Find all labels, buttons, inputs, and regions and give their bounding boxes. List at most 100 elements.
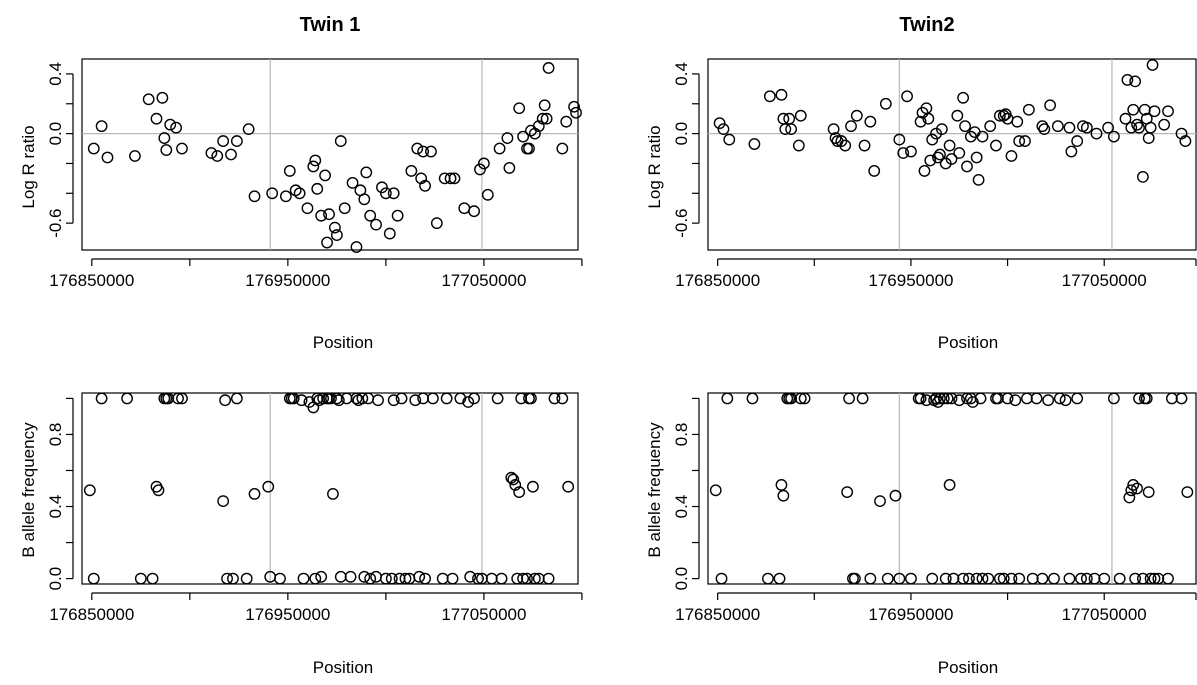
data-point — [879, 97, 892, 110]
data-point — [164, 118, 177, 131]
x-tick-label: 176850000 — [675, 271, 760, 290]
data-point — [905, 572, 917, 585]
data-point — [984, 120, 997, 133]
y-tick-label: 0.8 — [672, 423, 691, 447]
data-point — [172, 392, 184, 405]
data-point — [436, 572, 449, 585]
data-point — [762, 572, 774, 585]
data-point — [1080, 572, 1093, 585]
data-point — [458, 202, 471, 215]
data-point — [150, 112, 163, 125]
y-tick-label: -0.6 — [46, 208, 65, 237]
data-point — [527, 480, 539, 493]
data-point — [721, 392, 734, 405]
data-point — [334, 135, 347, 147]
data-point — [274, 572, 286, 585]
data-point — [454, 392, 467, 405]
data-point — [1021, 392, 1033, 405]
x-tick-label: 176950000 — [245, 605, 330, 624]
plot-frame — [707, 392, 1197, 585]
data-point — [309, 154, 322, 167]
data-point — [922, 112, 935, 125]
data-point — [709, 484, 722, 497]
data-point — [485, 572, 498, 585]
data-point — [528, 572, 541, 585]
x-tick-label: 177050000 — [1062, 271, 1147, 290]
data-point — [542, 572, 555, 585]
data-point — [262, 480, 275, 493]
data-point — [334, 570, 347, 583]
data-point — [794, 392, 807, 405]
data-point — [1165, 392, 1178, 405]
data-point — [1022, 103, 1035, 116]
data-point — [556, 142, 569, 155]
data-point — [417, 145, 430, 158]
data-point — [464, 570, 477, 583]
data-point — [293, 187, 306, 200]
data-point — [1036, 120, 1049, 133]
data-point — [1053, 392, 1066, 405]
data-point — [364, 572, 377, 585]
data-point — [327, 488, 339, 500]
data-point — [957, 91, 970, 104]
y-tick-label: 0.0 — [46, 122, 65, 146]
data-point — [419, 179, 431, 192]
data-point — [379, 187, 392, 200]
data-point — [1158, 118, 1171, 131]
data-point — [1127, 478, 1140, 491]
data-point — [1044, 99, 1057, 112]
data-point — [338, 202, 351, 215]
y-tick-label: 0.4 — [672, 62, 691, 86]
panel-twin1-log-r-ratio: Twin 1 Position Log R ratio 176850000 176… — [19, 14, 583, 352]
data-point — [399, 572, 412, 585]
data-point — [1131, 482, 1143, 495]
data-point — [329, 221, 341, 234]
data-point — [370, 570, 382, 583]
y-tick-label: 0.0 — [672, 122, 691, 146]
data-point — [1123, 491, 1136, 504]
data-point — [538, 99, 551, 112]
data-point — [570, 106, 582, 119]
data-point — [495, 572, 508, 585]
data-point — [242, 123, 255, 136]
data-point — [330, 229, 343, 241]
data-point — [503, 162, 516, 174]
data-point — [1019, 135, 1031, 147]
data-point — [934, 148, 946, 161]
data-point — [864, 572, 877, 585]
data-point — [1152, 572, 1165, 585]
data-point — [848, 572, 861, 585]
data-point — [957, 572, 970, 585]
data-point — [1129, 75, 1142, 88]
data-point — [548, 392, 561, 405]
data-point — [517, 130, 530, 143]
data-point — [321, 236, 333, 249]
data-point — [829, 132, 842, 144]
data-point — [990, 139, 1002, 152]
data-point — [914, 392, 927, 405]
x-tick-label: 177050000 — [441, 271, 526, 290]
data-point — [914, 115, 927, 128]
data-point — [319, 169, 331, 182]
data-point — [1013, 135, 1026, 147]
data-point — [501, 132, 514, 144]
data-point — [1148, 572, 1161, 585]
x-axis-label: Position — [938, 658, 998, 677]
data-point — [523, 142, 535, 155]
data-point — [1136, 572, 1149, 585]
data-point — [462, 396, 475, 408]
x-tick-label: 176850000 — [49, 605, 134, 624]
data-point — [850, 109, 863, 122]
data-point — [992, 392, 1004, 405]
data-point — [926, 133, 939, 146]
data-point — [1129, 572, 1142, 585]
y-tick-label: -0.6 — [672, 208, 691, 237]
data-point — [248, 190, 261, 203]
data-point — [446, 572, 459, 585]
data-point — [1133, 121, 1145, 134]
data-point — [976, 572, 989, 585]
y-axis-label: B allele frequency — [645, 422, 664, 558]
data-point — [1048, 572, 1060, 585]
data-point — [1065, 145, 1078, 158]
data-point — [332, 394, 345, 407]
